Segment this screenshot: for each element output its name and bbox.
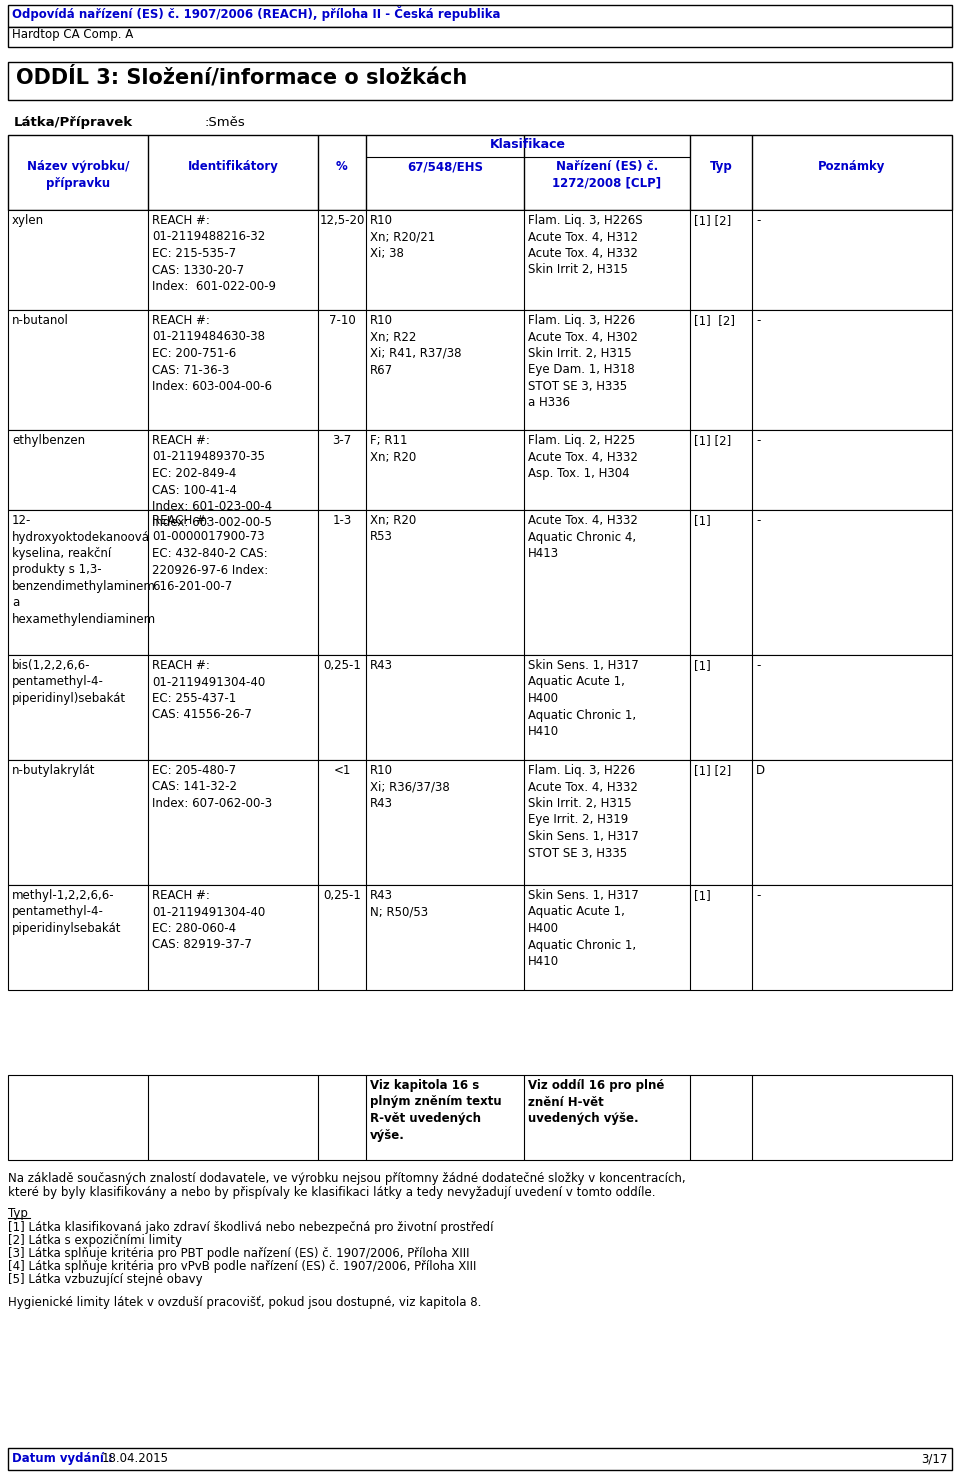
Bar: [8, 1075, 952, 1160]
Bar: [8, 62, 952, 101]
Text: -: -: [756, 314, 760, 327]
Text: R10
Xn; R22
Xi; R41, R37/38
R67: R10 Xn; R22 Xi; R41, R37/38 R67: [370, 314, 462, 377]
Text: Látka/Přípravek: Látka/Přípravek: [14, 115, 133, 129]
Text: Nařízení (ES) č.
1272/2008 [CLP]: Nařízení (ES) č. 1272/2008 [CLP]: [552, 160, 661, 189]
Text: [2] Látka s expozičními limity: [2] Látka s expozičními limity: [8, 1233, 182, 1247]
Text: Datum vydání :: Datum vydání :: [12, 1452, 113, 1466]
Text: REACH #:
01-2119491304-40
EC: 280-060-4
CAS: 82919-37-7: REACH #: 01-2119491304-40 EC: 280-060-4 …: [152, 889, 265, 951]
Bar: [8, 135, 952, 210]
Text: ODDÍL 3: Složení/informace o složkách: ODDÍL 3: Složení/informace o složkách: [16, 67, 468, 87]
Bar: [8, 884, 952, 989]
Text: ethylbenzen: ethylbenzen: [12, 433, 85, 447]
Bar: [8, 4, 952, 27]
Bar: [8, 430, 952, 510]
Text: 12-
hydroxyoktodekanoová
kyselina, reakční
produkty s 1,3-
benzendimethylaminem
: 12- hydroxyoktodekanoová kyselina, reakč…: [12, 515, 156, 626]
Text: Na základě současných znalostí dodavatele, ve výrobku nejsou přítomny žádné doda: Na základě současných znalostí dodavatel…: [8, 1171, 685, 1185]
Text: -: -: [756, 515, 760, 527]
Text: 3-7: 3-7: [332, 433, 351, 447]
Text: REACH #:
01-2119484630-38
EC: 200-751-6
CAS: 71-36-3
Index: 603-004-00-6: REACH #: 01-2119484630-38 EC: 200-751-6 …: [152, 314, 272, 393]
Text: Identifikátory: Identifikátory: [187, 160, 278, 173]
Text: [1] Látka klasifikovaná jako zdraví škodlivá nebo nebezpečná pro životní prostře: [1] Látka klasifikovaná jako zdraví škod…: [8, 1222, 493, 1233]
Text: 0,25-1: 0,25-1: [324, 660, 361, 671]
Text: Skin Sens. 1, H317
Aquatic Acute 1,
H400
Aquatic Chronic 1,
H410: Skin Sens. 1, H317 Aquatic Acute 1, H400…: [528, 660, 638, 738]
Bar: [8, 510, 952, 655]
Text: [1] [2]: [1] [2]: [694, 765, 732, 776]
Text: [1]: [1]: [694, 660, 710, 671]
Text: Xn; R20
R53: Xn; R20 R53: [370, 515, 417, 543]
Text: REACH #:
01-0000017900-73
EC: 432-840-2 CAS:
220926-97-6 Index:
616-201-00-7: REACH #: 01-0000017900-73 EC: 432-840-2 …: [152, 515, 268, 593]
Text: <1: <1: [333, 765, 350, 776]
Text: Flam. Liq. 3, H226
Acute Tox. 4, H332
Skin Irrit. 2, H315
Eye Irrit. 2, H319
Ski: Flam. Liq. 3, H226 Acute Tox. 4, H332 Sk…: [528, 765, 638, 859]
Text: R43
N; R50/53: R43 N; R50/53: [370, 889, 428, 918]
Text: 67/548/EHS: 67/548/EHS: [407, 160, 483, 173]
Text: n-butanol: n-butanol: [12, 314, 69, 327]
Text: F; R11
Xn; R20: F; R11 Xn; R20: [370, 433, 417, 463]
Text: 0,25-1: 0,25-1: [324, 889, 361, 902]
Text: bis(1,2,2,6,6-
pentamethyl-4-
piperidinyl)sebakát: bis(1,2,2,6,6- pentamethyl-4- piperidiny…: [12, 660, 126, 705]
Text: Viz kapitola 16 s
plným zněním textu
R-vět uvedených
výše.: Viz kapitola 16 s plným zněním textu R-v…: [370, 1080, 502, 1142]
Bar: [8, 760, 952, 884]
Text: methyl-1,2,2,6,6-
pentamethyl-4-
piperidinylsebakát: methyl-1,2,2,6,6- pentamethyl-4- piperid…: [12, 889, 122, 935]
Bar: [8, 1448, 952, 1470]
Text: -: -: [756, 214, 760, 226]
Text: [3] Látka splňuje kritéria pro PBT podle nařízení (ES) č. 1907/2006, Příloha XII: [3] Látka splňuje kritéria pro PBT podle…: [8, 1247, 469, 1260]
Text: Viz oddíl 16 pro plné
znění H-vět
uvedených výše.: Viz oddíl 16 pro plné znění H-vět uveden…: [528, 1080, 664, 1126]
Text: Poznámky: Poznámky: [818, 160, 886, 173]
Text: [1] [2]: [1] [2]: [694, 433, 732, 447]
Text: Hardtop CA Comp. A: Hardtop CA Comp. A: [12, 28, 133, 41]
Text: 7-10: 7-10: [328, 314, 355, 327]
Text: :Směs: :Směs: [205, 115, 246, 129]
Text: xylen: xylen: [12, 214, 44, 226]
Text: Skin Sens. 1, H317
Aquatic Acute 1,
H400
Aquatic Chronic 1,
H410: Skin Sens. 1, H317 Aquatic Acute 1, H400…: [528, 889, 638, 967]
Text: Typ: Typ: [8, 1207, 28, 1220]
Text: Typ: Typ: [709, 160, 732, 173]
Text: Hygienické limity látek v ovzduší pracovišť, pokud jsou dostupné, viz kapitola 8: Hygienické limity látek v ovzduší pracov…: [8, 1296, 481, 1309]
Bar: [8, 27, 952, 47]
Text: [4] Látka splňuje kritéria pro vPvB podle nařízení (ES) č. 1907/2006, Příloha XI: [4] Látka splňuje kritéria pro vPvB podl…: [8, 1260, 476, 1273]
Text: Acute Tox. 4, H332
Aquatic Chronic 4,
H413: Acute Tox. 4, H332 Aquatic Chronic 4, H4…: [528, 515, 637, 561]
Text: [1] [2]: [1] [2]: [694, 214, 732, 226]
Text: n-butylakrylát: n-butylakrylát: [12, 765, 95, 776]
Bar: [8, 210, 952, 311]
Text: Odpovídá nařízení (ES) č. 1907/2006 (REACH), příloha II - Česká republika: Odpovídá nařízení (ES) č. 1907/2006 (REA…: [12, 6, 500, 21]
Text: [1]  [2]: [1] [2]: [694, 314, 735, 327]
Text: -: -: [756, 889, 760, 902]
Text: -: -: [756, 660, 760, 671]
Text: REACH #:
01-2119491304-40
EC: 255-437-1
CAS: 41556-26-7: REACH #: 01-2119491304-40 EC: 255-437-1 …: [152, 660, 265, 722]
Text: Klasifikace: Klasifikace: [490, 138, 566, 151]
Text: %: %: [336, 160, 348, 173]
Text: Flam. Liq. 3, H226
Acute Tox. 4, H302
Skin Irrit. 2, H315
Eye Dam. 1, H318
STOT : Flam. Liq. 3, H226 Acute Tox. 4, H302 Sk…: [528, 314, 637, 410]
Text: Název výrobku/
přípravku: Název výrobku/ přípravku: [27, 160, 130, 189]
Text: REACH #:
01-2119489370-35
EC: 202-849-4
CAS: 100-41-4
Index: 601-023-00-4
Index:: REACH #: 01-2119489370-35 EC: 202-849-4 …: [152, 433, 272, 529]
Bar: [8, 311, 952, 430]
Text: R10
Xi; R36/37/38
R43: R10 Xi; R36/37/38 R43: [370, 765, 449, 810]
Text: 12,5-20: 12,5-20: [320, 214, 365, 226]
Text: REACH #:
01-2119488216-32
EC: 215-535-7
CAS: 1330-20-7
Index:  601-022-00-9: REACH #: 01-2119488216-32 EC: 215-535-7 …: [152, 214, 276, 293]
Text: 18.04.2015: 18.04.2015: [102, 1452, 169, 1466]
Text: [5] Látka vzbuzující stejné obavy: [5] Látka vzbuzující stejné obavy: [8, 1273, 203, 1287]
Text: D: D: [756, 765, 765, 776]
Text: -: -: [756, 433, 760, 447]
Text: Flam. Liq. 3, H226S
Acute Tox. 4, H312
Acute Tox. 4, H332
Skin Irrit 2, H315: Flam. Liq. 3, H226S Acute Tox. 4, H312 A…: [528, 214, 642, 277]
Text: EC: 205-480-7
CAS: 141-32-2
Index: 607-062-00-3: EC: 205-480-7 CAS: 141-32-2 Index: 607-0…: [152, 765, 272, 810]
Bar: [8, 655, 952, 760]
Text: 1-3: 1-3: [332, 515, 351, 527]
Text: které by byly klasifikovány a nebo by přispívaly ke klasifikaci látky a tedy nev: které by byly klasifikovány a nebo by př…: [8, 1186, 656, 1199]
Text: R43: R43: [370, 660, 393, 671]
Text: R10
Xn; R20/21
Xi; 38: R10 Xn; R20/21 Xi; 38: [370, 214, 435, 260]
Text: [1]: [1]: [694, 515, 710, 527]
Text: [1]: [1]: [694, 889, 710, 902]
Text: Flam. Liq. 2, H225
Acute Tox. 4, H332
Asp. Tox. 1, H304: Flam. Liq. 2, H225 Acute Tox. 4, H332 As…: [528, 433, 637, 481]
Text: 3/17: 3/17: [922, 1452, 948, 1466]
